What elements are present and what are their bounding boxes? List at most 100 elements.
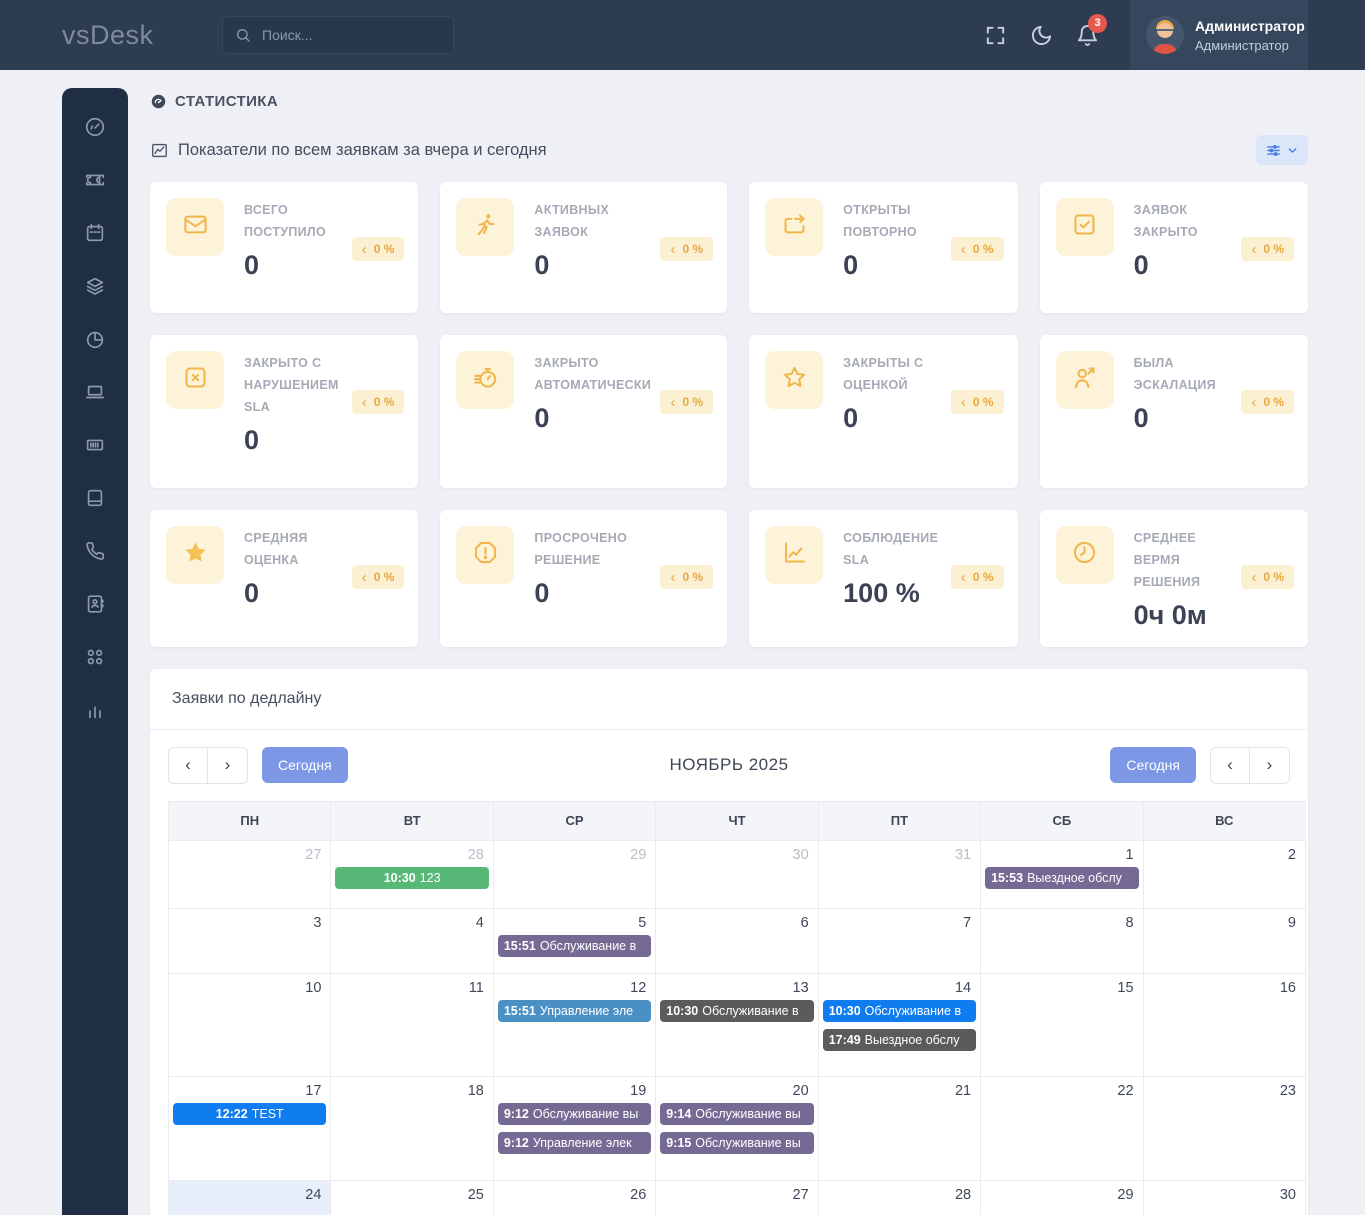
date-number: 18 — [467, 1082, 484, 1099]
calendar-day-cell[interactable]: 24 — [167, 1179, 332, 1215]
calendar-event[interactable]: 10:30 Обслуживание в — [822, 999, 977, 1022]
notifications-button[interactable]: 3 — [1064, 13, 1110, 47]
calendar-day-cell[interactable]: 30 — [655, 839, 819, 909]
calendar-event[interactable]: 9:12 Обслуживание вы — [497, 1102, 652, 1125]
stat-card-icon-tile — [765, 351, 824, 409]
stat-card-icon-tile — [166, 351, 224, 409]
calendar-day-cell[interactable]: 10 — [167, 972, 332, 1077]
calendar-day-cell[interactable]: 6 — [655, 907, 819, 974]
calendar-event[interactable]: 15:51 Управление эле — [497, 999, 652, 1022]
calendar-next-button-right[interactable]: › — [1250, 746, 1290, 784]
calendar-day-cell[interactable]: 28 — [817, 1179, 982, 1215]
sidebar-item-address-book[interactable] — [62, 580, 128, 633]
calendar-day-cell[interactable]: 19 9:12 Обслуживание вы 9:12 Управление элек — [492, 1075, 657, 1181]
calendar-day-cell[interactable]: 5 15:51 Обслуживание в — [492, 907, 657, 974]
calendar-event[interactable]: 9:12 Управление элек — [497, 1131, 652, 1154]
stats-cards: ВСЕГО ПОСТУПИЛО 0 ‹ 0 % АКТИВНЫХ ЗАЯВОК 0… — [150, 182, 1308, 647]
calendar-day-cell[interactable]: 22 — [980, 1075, 1144, 1181]
calendar-prev-button-right[interactable]: ‹ — [1210, 746, 1250, 784]
calendar-event[interactable]: 9:15 Обслуживание вы — [660, 1131, 814, 1154]
sidebar-item-gauge[interactable] — [62, 103, 128, 156]
calendar-event[interactable]: 15:53 Выездное обслу — [985, 866, 1139, 889]
calendar-day-cell[interactable]: 16 — [1142, 972, 1307, 1077]
page-title: СТАТИСТИКА — [175, 93, 279, 110]
calendar-day-cell[interactable]: 29 — [492, 839, 657, 909]
calendar-day-cell[interactable]: 11 — [330, 972, 494, 1077]
event-title: Обслуживание вы — [532, 1106, 639, 1121]
sidebar-item-barcode[interactable] — [62, 421, 128, 474]
calendar-day-cell[interactable]: 27 — [167, 839, 332, 909]
notification-count-badge: 3 — [1088, 13, 1107, 33]
calendar-day-cell[interactable]: 4 — [330, 907, 494, 974]
app-logo[interactable]: vsDesk — [62, 19, 154, 50]
calendar-day-cell[interactable]: 1 15:53 Выездное обслу — [980, 839, 1144, 909]
moon-icon — [1031, 25, 1051, 45]
subtitle-row: Показатели по всем заявкам за вчера и се… — [150, 135, 1308, 165]
date-number: 7 — [963, 914, 972, 931]
calendar-day-cell[interactable]: 29 — [980, 1179, 1144, 1215]
calendar-body: 27 28 10:30 123 29 30 31 1 15:53 Выездное обслу 2 3… — [167, 839, 1307, 1215]
sidebar-item-ticket[interactable] — [62, 156, 128, 209]
calendar-day-cell[interactable]: 14 10:30 Обслуживание в 17:49 Выездное обслу — [817, 972, 982, 1077]
chevron-left-icon: ‹ — [361, 240, 367, 258]
event-time: 10:30 — [828, 1003, 861, 1018]
calendar-event[interactable]: 15:51 Обслуживание в — [497, 934, 652, 957]
calendar-prev-button[interactable]: ‹ — [168, 746, 208, 784]
calendar-event[interactable]: 9:14 Обслуживание вы — [660, 1102, 814, 1125]
calendar-day-cell[interactable]: 25 — [330, 1179, 494, 1215]
event-time: 9:14 — [666, 1106, 692, 1121]
calendar-day-cell[interactable]: 30 — [1142, 1179, 1307, 1215]
calendar-today-button-left[interactable]: Сегодня — [262, 747, 348, 784]
calendar-day-cell[interactable]: 15 — [980, 972, 1144, 1077]
sidebar-item-apps[interactable] — [62, 633, 128, 686]
calendar-day-cell[interactable]: 12 15:51 Управление эле — [492, 972, 657, 1077]
calendar-day-cell[interactable]: 23 — [1142, 1075, 1307, 1181]
sidebar-item-pie-chart[interactable] — [62, 315, 128, 368]
calendar-day-cell[interactable]: 21 — [817, 1075, 982, 1181]
calendar-day-header: ВС — [1142, 800, 1307, 841]
date-number: 28 — [467, 846, 484, 863]
calendar-today-button-right[interactable]: Сегодня — [1110, 747, 1196, 784]
search-input[interactable] — [260, 26, 434, 44]
calendar-day-cell[interactable]: 9 — [1142, 907, 1307, 974]
calendar-day-cell[interactable]: 3 — [167, 907, 332, 974]
date-number: 28 — [954, 1186, 972, 1203]
sidebar-item-book[interactable] — [62, 474, 128, 527]
calendar-day-cell[interactable]: 2 — [1142, 839, 1307, 909]
user-menu[interactable]: Администратор Администратор — [1130, 0, 1308, 70]
stat-card: ЗАКРЫТО АВТОМАТИЧЕСКИ 0 ‹ 0 % — [440, 335, 728, 488]
stat-card-badge: ‹ 0 % — [950, 237, 1004, 261]
subtitle: Показатели по всем заявкам за вчера и се… — [150, 141, 547, 160]
sidebar-item-bar-chart[interactable] — [62, 686, 128, 739]
sidebar-item-laptop[interactable] — [62, 368, 128, 421]
sidebar-item-calendar[interactable] — [62, 209, 128, 262]
event-time: 10:30 — [666, 1003, 699, 1018]
calendar-event[interactable]: 12:22 TEST — [173, 1102, 327, 1125]
date-number: 29 — [1117, 1186, 1134, 1203]
calendar-day-cell[interactable]: 31 — [817, 839, 982, 909]
stat-card-value: 0 — [1133, 402, 1149, 433]
calendar-day-cell[interactable]: 26 — [492, 1179, 657, 1215]
calendar-day-cell[interactable]: 17 12:22 TEST — [167, 1075, 332, 1181]
sidebar-item-phone[interactable] — [62, 527, 128, 580]
dark-mode-button[interactable] — [1018, 24, 1064, 47]
sidebar-item-layers[interactable] — [62, 262, 128, 315]
fullscreen-button[interactable] — [972, 24, 1018, 47]
date-number: 21 — [954, 1082, 972, 1099]
calendar-day-cell[interactable]: 18 — [330, 1075, 494, 1181]
calendar-day-cell[interactable]: 13 10:30 Обслуживание в — [655, 972, 819, 1077]
event-time: 12:22 — [215, 1106, 248, 1121]
calendar-day-cell[interactable]: 7 — [817, 907, 982, 974]
stat-card-icon-tile — [456, 526, 515, 584]
calendar-day-cell[interactable]: 8 — [980, 907, 1144, 974]
event-title: Управление элек — [532, 1135, 632, 1150]
calendar-day-cell[interactable]: 27 — [655, 1179, 819, 1215]
search-box[interactable] — [222, 16, 454, 54]
calendar-next-button[interactable]: › — [208, 746, 248, 784]
calendar-event[interactable]: 17:49 Выездное обслу — [822, 1028, 977, 1051]
calendar-day-cell[interactable]: 28 10:30 123 — [330, 839, 494, 909]
filter-button[interactable] — [1256, 135, 1308, 165]
calendar-event[interactable]: 10:30 Обслуживание в — [660, 999, 814, 1022]
calendar-event[interactable]: 10:30 123 — [335, 866, 489, 889]
calendar-day-cell[interactable]: 20 9:14 Обслуживание вы 9:15 Обслуживание вы — [655, 1075, 819, 1181]
